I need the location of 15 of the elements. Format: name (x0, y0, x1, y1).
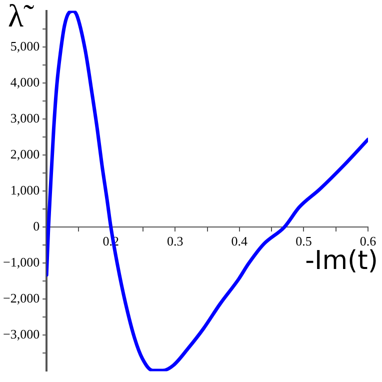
x-tick-label: 0.3 (167, 233, 184, 248)
x-tick-label: 0.4 (231, 233, 248, 248)
y-axis-title: λ̃ (8, 0, 35, 34)
x-tick-label: 0.6 (360, 233, 377, 248)
y-tick-label: 3,000 (10, 110, 40, 126)
x-tick-label: 0.5 (296, 233, 312, 248)
y-tick-label: −3,000 (2, 326, 40, 342)
y-tick-label: 0 (33, 218, 40, 234)
y-tick-label: −1,000 (2, 254, 40, 270)
y-tick-label: 4,000 (10, 74, 40, 90)
x-axis-title: -Im(t) (305, 246, 378, 276)
y-tick-label: 1,000 (10, 182, 40, 198)
y-tick-label: 5,000 (10, 38, 40, 54)
y-tick-label: −2,000 (2, 290, 40, 306)
y-tick-label: 2,000 (10, 146, 40, 162)
